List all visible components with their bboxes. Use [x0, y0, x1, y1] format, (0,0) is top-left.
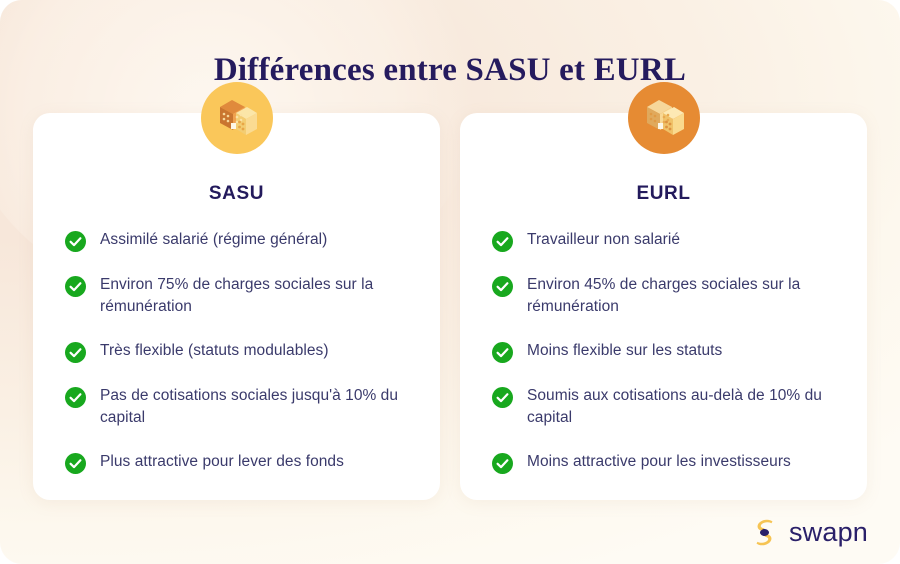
- list-item: Pas de cotisations sociales jusqu'à 10% …: [65, 385, 410, 429]
- list-item: Environ 75% de charges sociales sur la r…: [65, 274, 410, 318]
- check-circle-icon: [492, 231, 513, 252]
- building-icon: [643, 93, 685, 144]
- card-title-eurl: EURL: [636, 183, 691, 204]
- feature-text: Assimilé salarié (régime général): [100, 231, 328, 248]
- list-item: Environ 45% de charges sociales sur la r…: [492, 274, 837, 318]
- check-circle-icon: [65, 453, 86, 474]
- feature-text: Plus attractive pour lever des fonds: [100, 453, 344, 470]
- comparison-columns: SASU Assimilé salarié (régime général) E…: [33, 82, 867, 500]
- brand-name: swapn: [788, 517, 868, 547]
- swapn-s-mark-icon: [751, 518, 778, 547]
- feature-text: Moins flexible sur les statuts: [527, 342, 723, 359]
- check-circle-icon: [492, 387, 513, 408]
- feature-text: Travailleur non salarié: [527, 231, 681, 248]
- feature-text: Soumis aux cotisations au-delà de 10% du…: [527, 387, 822, 426]
- card-title-sasu: SASU: [208, 183, 265, 204]
- check-circle-icon: [65, 231, 86, 252]
- check-circle-icon: [492, 342, 513, 363]
- feature-list-eurl: Travailleur non salarié Environ 45% de c…: [460, 229, 867, 474]
- list-item: Assimilé salarié (régime général): [65, 229, 410, 252]
- check-circle-icon: [65, 387, 86, 408]
- list-item: Moins flexible sur les statuts: [492, 340, 837, 363]
- list-item: Travailleur non salarié: [492, 229, 837, 252]
- feature-text: Environ 45% de charges sociales sur la r…: [527, 276, 801, 315]
- comparison-card-eurl: EURL Travailleur non salarié Environ 45%…: [460, 82, 867, 500]
- list-item: Soumis aux cotisations au-delà de 10% du…: [492, 385, 837, 429]
- brand-logo: swapn: [751, 517, 868, 548]
- feature-text: Très flexible (statuts modulables): [100, 342, 329, 359]
- list-item: Plus attractive pour lever des fonds: [65, 451, 410, 474]
- building-icon: [216, 93, 258, 144]
- feature-text: Moins attractive pour les investisseurs: [527, 453, 791, 470]
- page-title: Différences entre SASU et EURL: [213, 52, 687, 89]
- list-item: Très flexible (statuts modulables): [65, 340, 410, 363]
- check-circle-icon: [492, 453, 513, 474]
- list-item: Moins attractive pour les investisseurs: [492, 451, 837, 474]
- comparison-card-sasu: SASU Assimilé salarié (régime général) E…: [33, 82, 440, 500]
- check-circle-icon: [492, 276, 513, 297]
- check-circle-icon: [65, 342, 86, 363]
- check-circle-icon: [65, 276, 86, 297]
- feature-list-sasu: Assimilé salarié (régime général) Enviro…: [33, 229, 440, 474]
- badge-eurl: [627, 82, 700, 154]
- feature-text: Pas de cotisations sociales jusqu'à 10% …: [100, 387, 399, 426]
- badge-sasu: [200, 82, 273, 154]
- feature-text: Environ 75% de charges sociales sur la r…: [100, 276, 374, 315]
